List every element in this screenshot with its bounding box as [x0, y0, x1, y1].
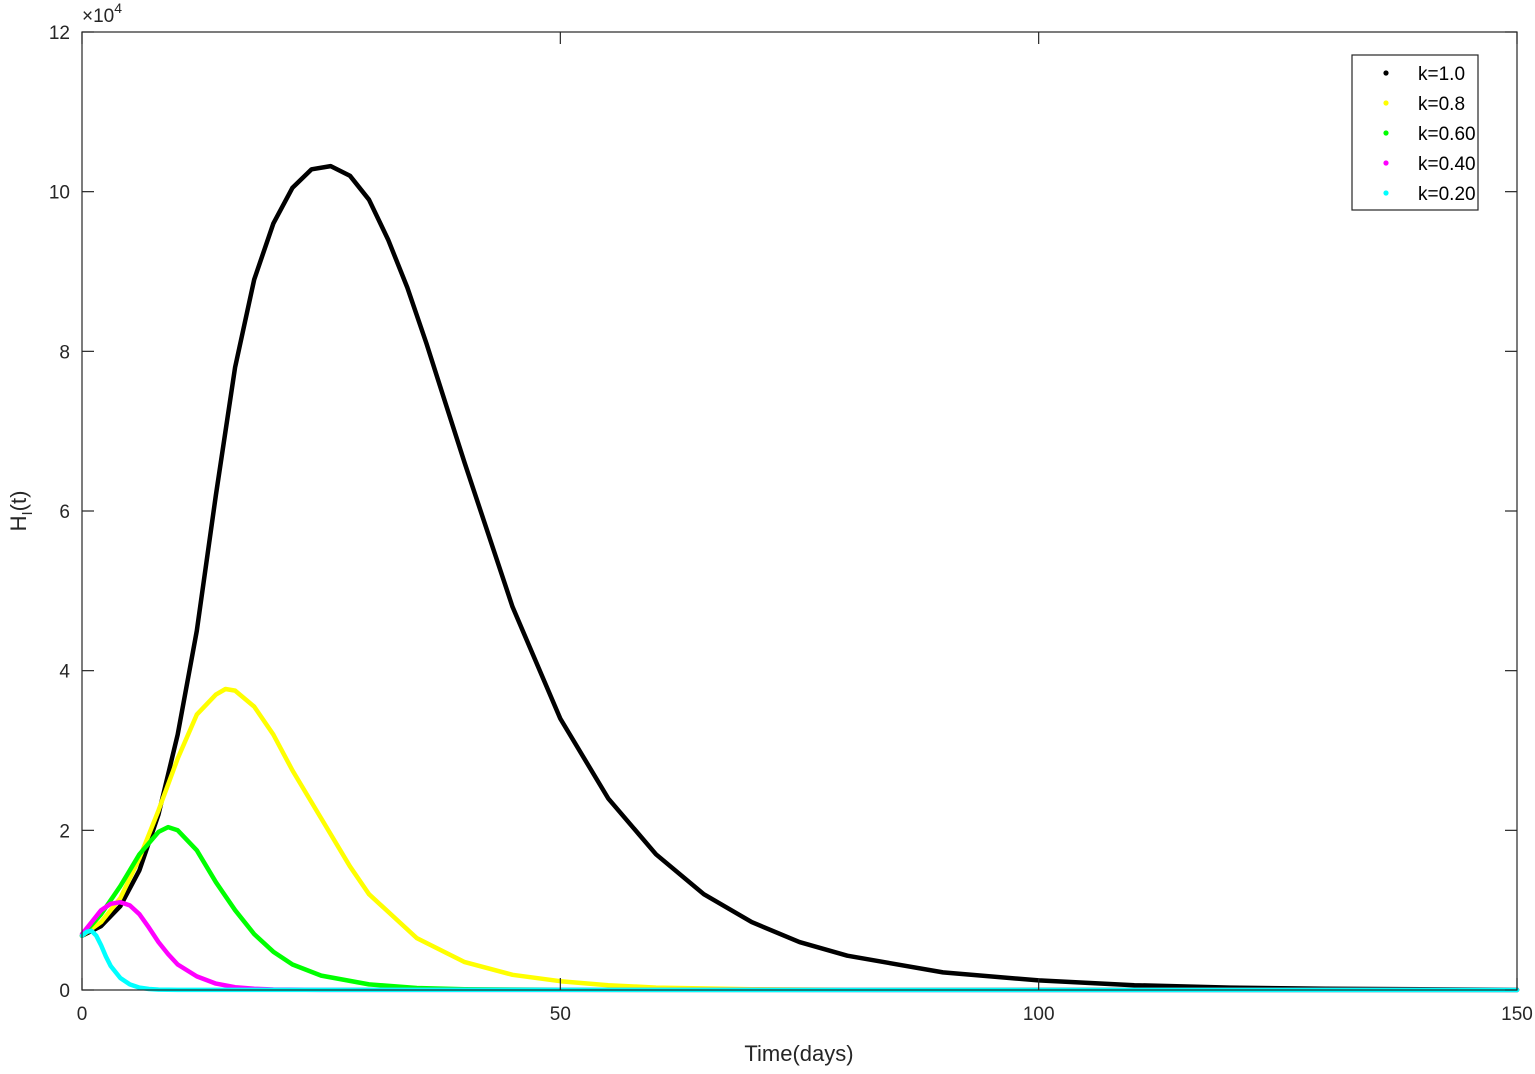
legend-items: k=1.0 k=0.8 k=0.60 k=0.40 k=0.20: [1383, 64, 1476, 205]
x-tick-label-2: 100: [1023, 1004, 1055, 1025]
legend-marker-3: [1383, 160, 1389, 166]
legend-marker-1: [1383, 100, 1389, 106]
legend-label-2: k=0.60: [1418, 124, 1476, 145]
legend-marker-2: [1383, 130, 1389, 136]
y-tick-label-0: 0: [59, 981, 70, 1002]
legend-marker-0: [1383, 70, 1389, 76]
x-tick-labels: 0 50 100 150: [77, 1004, 1533, 1025]
series-line-0: [79, 163, 1520, 992]
series-layer: [79, 163, 1520, 993]
y-axis-label: HI(t): [6, 491, 36, 532]
x-axis-label: Time(days): [744, 1041, 853, 1066]
x-tick-label-1: 50: [550, 1004, 571, 1025]
y-axis-label-main: H: [6, 516, 31, 532]
legend-box: [1351, 54, 1479, 211]
legend-marker-4: [1383, 190, 1389, 196]
y-axis-label-tail: (t): [6, 491, 31, 512]
y-tick-label-4: 8: [59, 342, 70, 363]
y-tick-labels: 0 2 4 6 8 10 12: [49, 23, 71, 1002]
legend-label-0: k=1.0: [1418, 64, 1465, 85]
ticks-layer: [81, 31, 1518, 991]
y-tick-label-5: 10: [49, 183, 70, 204]
y-tick-label-2: 4: [59, 662, 70, 683]
series-line-1: [79, 686, 1520, 993]
legend-label-1: k=0.8: [1418, 94, 1465, 115]
series-line-3: [79, 899, 1520, 993]
y-axis-exponent: ×104: [82, 0, 122, 27]
y-axis-exponent-power: 4: [114, 0, 122, 16]
legend: k=1.0 k=0.8 k=0.60 k=0.40 k=0.20: [1351, 54, 1479, 211]
y-tick-label-3: 6: [59, 502, 70, 523]
x-tick-label-0: 0: [77, 1004, 88, 1025]
y-tick-label-1: 2: [59, 821, 70, 842]
legend-label-3: k=0.40: [1418, 154, 1476, 175]
y-axis-exponent-base: ×10: [82, 6, 114, 27]
legend-label-4: k=0.20: [1418, 184, 1476, 205]
y-tick-label-6: 12: [49, 23, 70, 44]
y-axis-label-subscript: I: [19, 511, 36, 515]
series-line-2: [79, 824, 1520, 993]
plot-area-frame: [81, 31, 1518, 991]
x-tick-label-3: 150: [1501, 1004, 1533, 1025]
